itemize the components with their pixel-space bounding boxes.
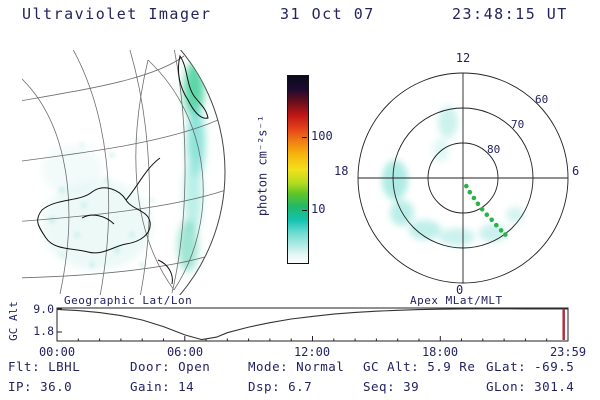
ytick-9-0: 9.0 (33, 302, 54, 316)
coastlines (37, 54, 209, 285)
colorbar-tick-mark-10 (302, 210, 307, 211)
ytick-1-8: 1.8 (33, 324, 54, 338)
status-glon: GLon: 301.4 (486, 379, 575, 394)
hour-tick-marks (56, 336, 569, 341)
mlat-ring-label-60: 60 (535, 93, 549, 106)
status-seq: Seq: 39 (363, 379, 420, 394)
globe-panel (22, 50, 226, 295)
colorbar-tick-100: 100 (311, 129, 333, 143)
colorbar-units-label: photon cm⁻²s⁻¹ (255, 115, 270, 217)
status-gain: Gain: 14 (130, 379, 195, 394)
date-label: 31 Oct 07 (280, 5, 375, 23)
status-gc-alt: GC Alt: 5.9 Re (363, 359, 476, 374)
polar-aurora (382, 106, 524, 246)
gc-alt-curve (56, 308, 568, 341)
globe-caption: Geographic Lat/Lon (64, 294, 193, 307)
timeseries-ylabel: GC Alt (6, 301, 20, 341)
status-door: Door: Open (130, 359, 211, 374)
xtick-1200: 12:00 (293, 345, 331, 359)
polar-grid (357, 72, 569, 284)
xtick-2359: 23:59 (549, 345, 587, 359)
colorbar-tick-10: 10 (311, 202, 326, 216)
mlat-ring-label-70: 70 (511, 118, 525, 131)
mlat-ring-label-80: 80 (487, 143, 501, 156)
mlt-label-12: 12 (455, 51, 471, 65)
timeseries-panel (56, 307, 569, 342)
spacecraft-track-dots (464, 183, 508, 237)
status-flt: Flt: LBHL (8, 359, 81, 374)
status-mode: Mode: Normal (248, 359, 345, 374)
polar-panel (357, 72, 569, 284)
xtick-0000: 00:00 (38, 345, 76, 359)
globe-aurora (42, 62, 205, 272)
colorbar (287, 75, 309, 264)
status-dsp: Dsp: 6.7 (248, 379, 313, 394)
xtick-0600: 06:00 (166, 345, 204, 359)
colorbar-tick-mark-100 (302, 137, 307, 138)
polar-caption: Apex MLat/MLT (410, 294, 503, 307)
mlt-label-18: 18 (334, 164, 349, 178)
xtick-1800: 18:00 (421, 345, 459, 359)
status-glat: GLat: -69.5 (486, 359, 575, 374)
mlt-label-0: 0 (456, 283, 464, 297)
page-title: Ultraviolet Imager (22, 5, 212, 23)
mlt-label-6: 6 (572, 164, 580, 178)
time-label: 23:48:15 UT (452, 5, 568, 23)
status-ip: IP: 36.0 (8, 379, 73, 394)
